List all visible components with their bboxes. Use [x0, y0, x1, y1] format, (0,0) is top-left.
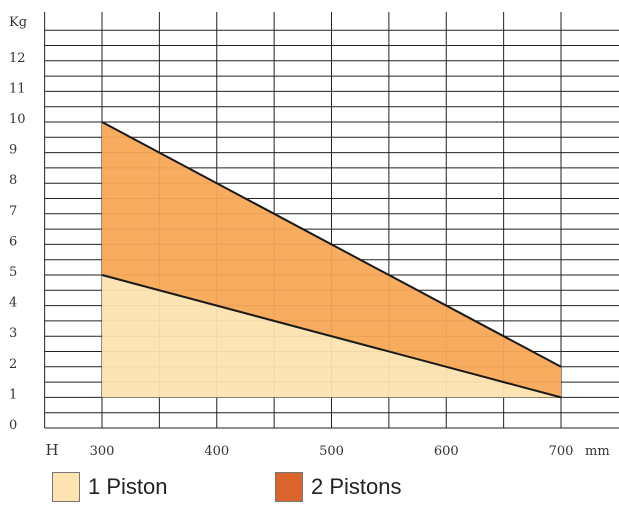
- y-tick-label: 8: [9, 173, 17, 188]
- y-tick-label: 4: [9, 296, 17, 311]
- y-tick-label: 5: [9, 265, 17, 280]
- legend-label-1-piston: 1 Piston: [88, 474, 168, 499]
- y-tick-label: 10: [9, 112, 26, 127]
- y-tick-label: 9: [9, 143, 17, 158]
- x-tick-label: 600: [434, 444, 459, 459]
- legend-label-2-pistons: 2 Pistons: [311, 474, 402, 499]
- y-tick-label: 0: [9, 418, 17, 433]
- y-tick-label: 1: [9, 387, 17, 402]
- x-axis-marker: H: [45, 441, 58, 459]
- legend-swatch-2-pistons: [275, 472, 303, 502]
- y-tick-label: 12: [9, 51, 26, 66]
- x-tick-label: 700: [549, 444, 574, 459]
- y-tick-label: 3: [9, 326, 17, 341]
- legend-item-1-piston: 1 Piston: [52, 470, 168, 504]
- area-2-pistons: [102, 122, 561, 398]
- series-line-1-piston: [101, 274, 562, 399]
- legend-swatch-1-piston: [52, 472, 80, 502]
- x-tick-label: 300: [90, 444, 115, 459]
- x-tick-label: 500: [319, 444, 344, 459]
- y-unit-label: Kg: [9, 15, 27, 30]
- series-line-2-pistons: [101, 121, 562, 368]
- y-tick-label: 2: [9, 357, 17, 372]
- x-tick-labels: 300 400 500 600 700: [90, 444, 574, 459]
- series-lines: [101, 121, 562, 399]
- x-tick-label: 400: [204, 444, 229, 459]
- y-tick-label: 11: [9, 81, 26, 96]
- x-unit-label: mm: [585, 444, 610, 459]
- y-tick-label: 6: [9, 234, 17, 249]
- y-tick-label: 7: [9, 204, 17, 219]
- legend-item-2-pistons: 2 Pistons: [275, 470, 402, 504]
